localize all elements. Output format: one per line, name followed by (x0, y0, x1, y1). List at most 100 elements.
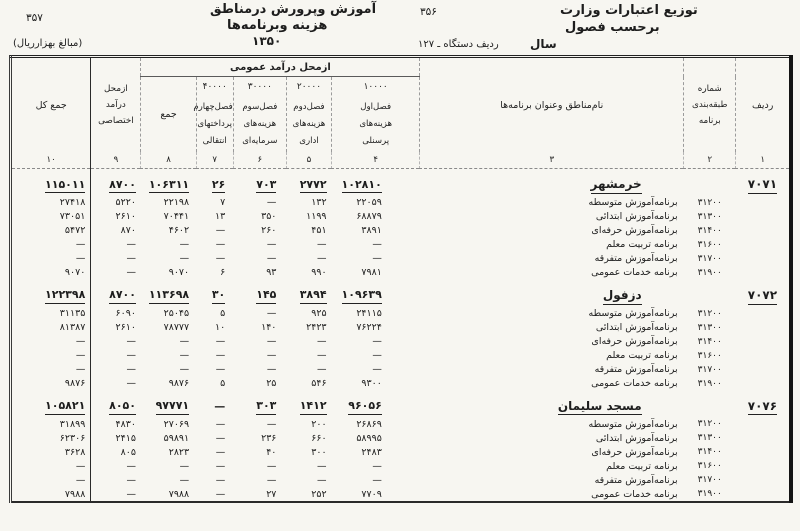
value-cell-f1: ۲۴۱۱۵ (356, 308, 382, 320)
right-page-number: ۳۵۶ (420, 6, 437, 18)
value-cell-f4: ۵ (220, 378, 226, 390)
program-code-cell (684, 391, 736, 418)
value-cell-f3: — (266, 197, 277, 209)
year-label: ۱۳۵۰ (252, 34, 282, 48)
value-cell-grand: ۳۱۸۹۹ (10, 417, 92, 432)
left-title-line1: آموزش وپرورش درمناطق (210, 2, 377, 17)
left-page-number: ۳۵۷ (26, 12, 43, 24)
value-cell-f4: — (215, 350, 226, 362)
header-general-revenue-group: ازمحل درآمد عمومی (140, 56, 420, 77)
value-cell-f2: ۵۴۶ (311, 378, 327, 390)
header-chapter4-transfer: ۴۰۰۰۰ فصل‌چهارم پرداختهای انتقالی (193, 76, 234, 152)
value-cell-f2: ۲۷۷۲ (286, 169, 331, 196)
value-cell-f4: — (215, 239, 226, 251)
value-cell-f3: ۳۵۰ (261, 211, 277, 223)
region-name-cell: خرمشهر (420, 169, 684, 196)
header-sum: جمع (140, 76, 197, 152)
program-code-cell: ۳۱۷۰۰ (697, 364, 722, 375)
column-number-10: ۱۰ (10, 152, 92, 169)
value-cell-f3: — (266, 418, 277, 430)
value-cell-dedicated: — (126, 253, 136, 265)
column-number-3: ۳ (419, 152, 684, 169)
value-cell-grand: — (10, 459, 92, 474)
value-cell-grand: ۹۰۷۰ (10, 265, 92, 280)
program-row: ۳۱۴۰۰ برنامه‌آموزش حرفه‌ای — — — — — — — (10, 334, 792, 349)
value-cell-f2: — (317, 364, 327, 376)
value-cell-f2: ۹۲۵ (311, 308, 327, 320)
value-cell-f3: ۲۳۶ (261, 432, 277, 444)
value-cell-grand: — (10, 348, 92, 363)
value-cell-sum: ۲۷۰۶۹ (163, 418, 190, 430)
value-cell-sum: — (179, 253, 190, 265)
value-cell-dedicated: ۴۸۳۰ (115, 418, 136, 430)
radif-cell (736, 252, 791, 266)
value-cell-dedicated: ۵۲۲۰ (115, 197, 136, 209)
value-cell-f3: ۱۴۰ (261, 322, 277, 334)
program-row: ۳۱۹۰۰ برنامه خدمات عمومی ۷۷۰۹ ۲۵۲ ۲۷ — ۷۹۸۸ — ۷۹… (10, 487, 792, 503)
value-cell-f2: ۲۵۲ (311, 488, 327, 500)
value-cell-sum: ۱۰۶۳۱۱ (141, 169, 196, 196)
value-cell-dedicated: — (126, 336, 136, 348)
program-row: ۳۱۶۰۰ برنامه تربیت معلم — — — — — — — (10, 237, 792, 252)
value-cell-dedicated: ۲۴۱۵ (115, 432, 136, 444)
radif-cell: ۷۰۷۲ (736, 280, 791, 307)
program-code-cell (684, 169, 736, 196)
value-cell-f4: ۶ (220, 267, 226, 279)
value-cell-grand: ۸۱۳۸۷ (10, 320, 92, 335)
region-row: ۷۰۷۲ دزفول ۱۰۹۶۳۹ ۳۸۹۴ ۱۴۵ ۳۰ ۱۱۳۶۹۸ ۸۷۰۰ ۱۲۲۳۹۸ (10, 279, 792, 307)
right-title-line2: برحسب فصول (565, 20, 660, 35)
value-cell-f2: ۶۶۰ (311, 432, 327, 444)
value-cell-sum: ۹۸۷۶ (168, 378, 190, 390)
value-cell-f1: — (372, 350, 382, 362)
program-label-cell: برنامه‌آموزش متوسطه (588, 418, 678, 430)
table-body: ۷۰۷۱ خرمشهر ۱۰۲۸۱۰ ۲۷۷۲ ۷۰۳ ۲۶ ۱۰۶۳۱۱ ۸۷۰۰ ۱۱۵۰۱… (10, 168, 792, 503)
value-cell-sum: ۲۲۱۹۸ (163, 197, 190, 209)
value-cell-f4: ۵ (220, 308, 226, 320)
program-row: ۳۱۶۰۰ برنامه تربیت معلم — — — — — — — (10, 348, 792, 363)
value-cell-f2: ۲۰۰ (311, 418, 327, 430)
value-cell-dedicated: — (126, 350, 136, 362)
program-code-cell: ۳۱۴۰۰ (697, 336, 722, 347)
value-cell-f1: ۲۶۸۶۹ (356, 418, 382, 430)
value-cell-f4: — (215, 446, 226, 458)
value-cell-f1: ۹۶۰۵۶ (332, 391, 420, 418)
value-cell-f3: ۲۵ (266, 378, 277, 390)
radif-cell (736, 445, 791, 459)
program-row: ۳۱۴۰۰ برنامه‌آموزش حرفه‌ای ۳۸۹۱ ۴۵۱ ۲۶۰ — ۴۶۰۲… (10, 223, 792, 238)
value-cell-sum: ۴۶۰۲ (168, 225, 190, 237)
program-code-cell: ۳۱۳۰۰ (697, 322, 722, 333)
program-label-cell: برنامه تربیت معلم (606, 350, 678, 362)
radif-cell (736, 417, 791, 431)
value-cell-dedicated: ۸۷۰۰ (91, 169, 141, 196)
program-code-cell: ۳۱۳۰۰ (697, 433, 722, 444)
value-cell-f4: — (215, 474, 226, 486)
value-cell-grand: — (10, 473, 92, 488)
program-row: ۳۱۳۰۰ برنامه‌آموزش ابتدائی ۵۸۹۹۵ ۶۶۰ ۲۳۶ — ۵۹۸… (10, 431, 792, 446)
value-cell-f2: ۱۳۲ (311, 197, 327, 209)
header-row-column-numbers: ۱ ۲ ۳ ۴ ۵ ۶ ۷ ۸ ۹ ۱۰ (10, 152, 791, 169)
value-cell-f1: ۵۸۹۹۵ (356, 432, 382, 444)
value-cell-f1: — (372, 253, 382, 265)
program-row: ۳۱۴۰۰ برنامه‌آموزش حرفه‌ای ۲۴۸۳ ۳۰۰ ۴۰ — ۲۸۲۳ ۸… (10, 445, 792, 460)
radif-cell (736, 363, 791, 377)
column-number-1: ۱ (735, 152, 791, 169)
value-cell-f4: — (215, 488, 226, 500)
column-number-9: ۹ (90, 152, 141, 169)
right-title-line1: توزیع اعتبارات وزارت (560, 3, 698, 18)
value-cell-dedicated: — (126, 378, 136, 390)
value-cell-f4: — (215, 418, 226, 430)
value-cell-f2: ۳۰۰ (311, 446, 327, 458)
header-chapter3-capital: ۳۰۰۰۰ فصل‌سوم هزینه‌های سرمایه‌ای (232, 76, 287, 152)
radif-cell: ۷۰۷۱ (736, 169, 791, 196)
value-cell-grand: ۳۱۱۳۵ (10, 306, 92, 321)
value-cell-grand: ۱۲۲۳۹۸ (10, 279, 92, 307)
value-cell-f1: — (372, 364, 382, 376)
program-label-cell: برنامه‌آموزش متفرقه (594, 364, 678, 376)
program-label-cell: برنامه‌آموزش متفرقه (594, 253, 678, 265)
program-code-cell: ۳۱۹۰۰ (697, 267, 722, 278)
value-cell-f1: — (372, 460, 382, 472)
value-cell-grand: — (10, 251, 92, 266)
column-number-7: ۷ (195, 152, 234, 169)
radif-cell (736, 349, 791, 363)
